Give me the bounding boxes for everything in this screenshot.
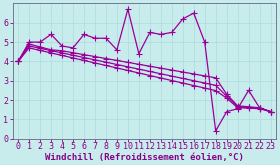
X-axis label: Windchill (Refroidissement éolien,°C): Windchill (Refroidissement éolien,°C) [45,152,244,162]
